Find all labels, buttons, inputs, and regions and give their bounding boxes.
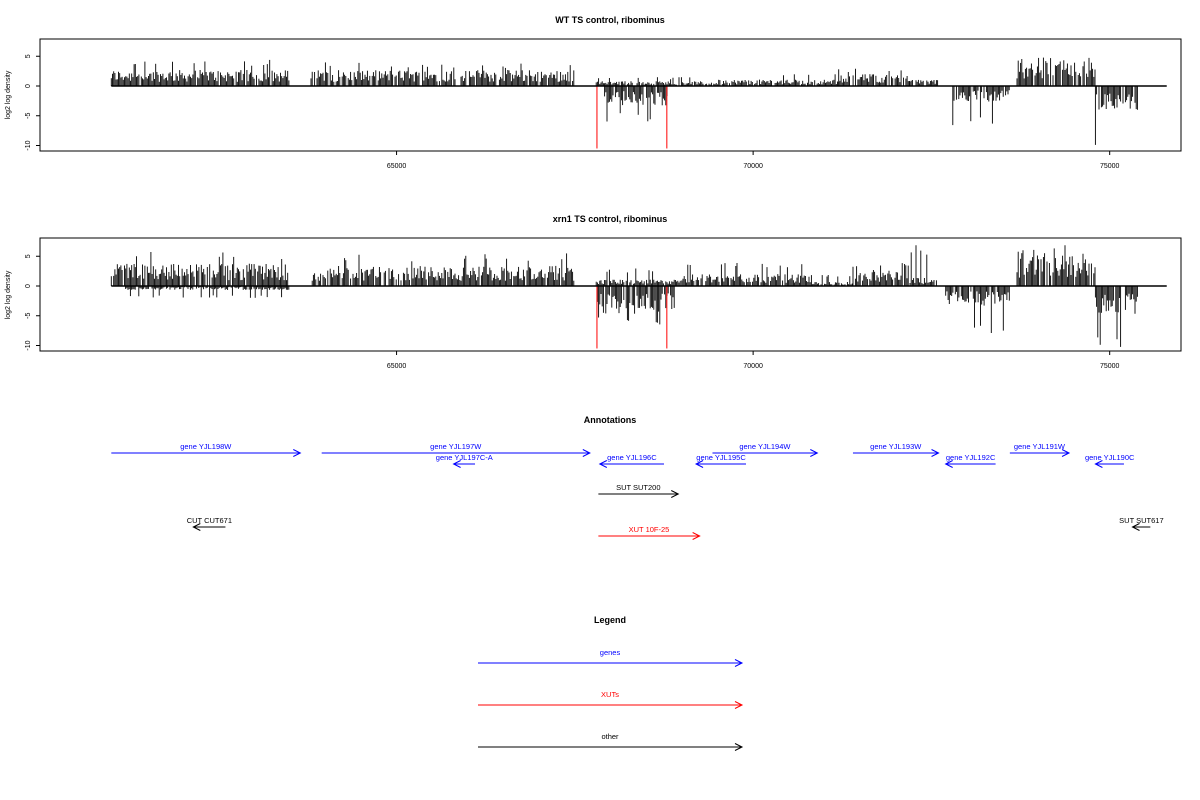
wt-plot-frame bbox=[39, 38, 1182, 152]
annotations-title: Annotations bbox=[584, 415, 637, 425]
xrn1-coverage-panel: xrn1 TS control, ribominus log2 log dens… bbox=[5, 214, 1182, 370]
feature-label: gene YJL197C-A bbox=[436, 453, 493, 462]
feature-label: gene YJL190C bbox=[1085, 453, 1135, 462]
xrn1-panel-title: xrn1 TS control, ribominus bbox=[553, 214, 668, 224]
feature-arrowhead bbox=[692, 532, 701, 540]
annotation-features: gene YJL198W gene YJL197W gene YJL197C-A ge… bbox=[111, 442, 1164, 540]
feature-arrowhead bbox=[671, 490, 680, 498]
feature-label: CUT CUT671 bbox=[187, 516, 232, 525]
feature-arrowhead bbox=[810, 449, 819, 457]
xrn1-x-tick-label: 70000 bbox=[743, 363, 763, 370]
feature-arrowhead bbox=[582, 449, 591, 457]
feature-label: gene YJL191W bbox=[1014, 442, 1066, 451]
wt-panel-title: WT TS control, ribominus bbox=[555, 15, 665, 25]
legend-label: other bbox=[601, 732, 619, 741]
xrn1-coverage-bars bbox=[110, 245, 1138, 349]
legend-title: Legend bbox=[594, 615, 626, 625]
xrn1-plot-frame bbox=[39, 237, 1182, 352]
wt-y-axis-label: log2 log density bbox=[5, 70, 12, 119]
xrn1-y-tick-label: 0 bbox=[25, 284, 32, 288]
feature-arrowhead bbox=[293, 449, 302, 457]
legend-arrowhead bbox=[734, 701, 744, 709]
feature-label: gene YJL194W bbox=[739, 442, 791, 451]
feature-label: gene YJL198W bbox=[180, 442, 232, 451]
feature-arrowhead bbox=[452, 460, 461, 468]
feature-arrowhead bbox=[192, 523, 201, 531]
xrn1-y-tick-label: -5 bbox=[25, 313, 32, 319]
wt-coverage-bars bbox=[110, 57, 1138, 149]
legend-label: XUTs bbox=[601, 690, 619, 699]
xrn1-axes: 5 0 -5 -10 65000 70000 75000 bbox=[25, 254, 1167, 370]
feature-label: gene YJL193W bbox=[870, 442, 922, 451]
wt-x-tick-label: 75000 bbox=[1100, 163, 1120, 170]
legend-arrowhead bbox=[734, 743, 744, 751]
feature-label: gene YJL197W bbox=[430, 442, 482, 451]
wt-x-tick-label: 65000 bbox=[387, 163, 407, 170]
legend-label: genes bbox=[600, 648, 621, 657]
feature-arrowhead bbox=[694, 460, 704, 468]
xrn1-y-tick-label: -10 bbox=[25, 340, 32, 350]
feature-label: SUT SUT200 bbox=[616, 483, 660, 492]
annotations-panel: Annotations gene YJL198W gene YJL197Wgene… bbox=[111, 415, 1164, 540]
feature-label: gene YJL196C bbox=[607, 453, 657, 462]
wt-y-tick-label: 0 bbox=[25, 84, 32, 88]
feature-label: gene YJL195C bbox=[696, 453, 746, 462]
feature-label: XUT 10F-25 bbox=[629, 525, 670, 534]
wt-axes: 5 0 -5 -10 65000 70000 75000 bbox=[25, 54, 1167, 170]
legend-arrowhead bbox=[734, 659, 744, 667]
xrn1-y-axis-label: log2 log density bbox=[5, 270, 12, 319]
feature-arrowhead bbox=[1061, 449, 1071, 457]
legend-panel: Legend genes XUTs other bbox=[478, 615, 744, 751]
xrn1-x-tick-label: 75000 bbox=[1100, 363, 1120, 370]
feature-label: gene YJL192C bbox=[946, 453, 996, 462]
feature-label: SUT SUT617 bbox=[1119, 516, 1163, 525]
feature-arrowhead bbox=[598, 460, 608, 468]
xrn1-y-tick-label: 5 bbox=[25, 254, 32, 258]
feature-arrowhead bbox=[1094, 460, 1103, 468]
feature-arrowhead bbox=[1131, 523, 1140, 531]
feature-arrowhead bbox=[931, 449, 940, 457]
wt-y-tick-label: -10 bbox=[25, 140, 32, 150]
xrn1-x-tick-label: 65000 bbox=[387, 363, 407, 370]
feature-arrowhead bbox=[944, 460, 953, 468]
legend-items: genes XUTs other bbox=[478, 648, 744, 751]
wt-x-tick-label: 70000 bbox=[743, 163, 763, 170]
wt-y-tick-label: 5 bbox=[25, 54, 32, 58]
wt-coverage-panel: WT TS control, ribominus log2 log densit… bbox=[5, 15, 1182, 170]
wt-y-tick-label: -5 bbox=[25, 113, 32, 119]
